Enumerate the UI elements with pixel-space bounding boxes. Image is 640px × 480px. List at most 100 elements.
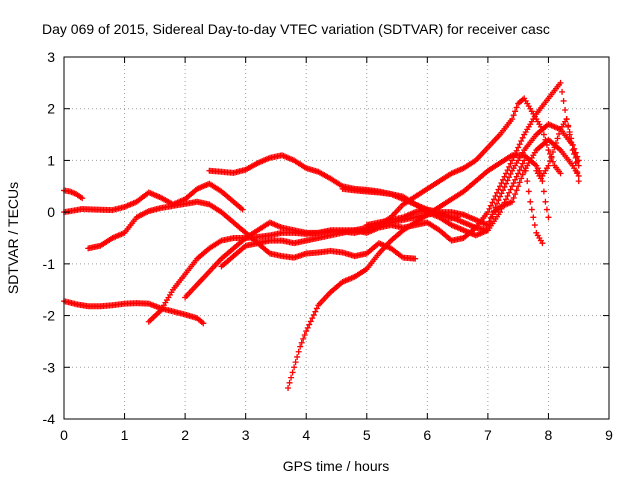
data-point <box>288 374 295 381</box>
data-point <box>291 364 298 371</box>
data-point <box>569 141 576 148</box>
series-track-03 <box>61 298 207 327</box>
data-point <box>513 173 520 180</box>
data-point <box>510 180 517 187</box>
data-point <box>540 188 547 195</box>
data-point <box>497 209 503 216</box>
data-point <box>513 187 520 194</box>
x-tick-label: 4 <box>302 427 310 443</box>
data-point <box>571 145 578 152</box>
data-point <box>574 153 581 160</box>
data-point <box>519 171 526 178</box>
data-point <box>530 214 537 221</box>
data-point <box>515 183 522 190</box>
data-point <box>309 315 316 322</box>
data-point <box>556 130 563 137</box>
data-point <box>575 162 582 169</box>
data-point <box>575 157 582 164</box>
data-point <box>548 153 555 160</box>
data-point <box>519 160 526 167</box>
data-point <box>546 158 553 165</box>
data-point <box>301 331 308 338</box>
data-point <box>307 318 314 325</box>
data-point <box>484 227 491 234</box>
x-tick-label: 3 <box>242 427 250 443</box>
chart-title: Day 069 of 2015, Sidereal Day-to-day VTE… <box>42 21 550 37</box>
data-point <box>568 135 575 142</box>
data-point <box>286 379 293 386</box>
data-point <box>540 131 547 138</box>
data-point <box>524 178 531 185</box>
data-point <box>554 135 561 142</box>
data-point <box>509 116 516 123</box>
x-tick-label: 5 <box>363 427 371 443</box>
data-point <box>566 128 573 135</box>
data-point <box>484 209 491 216</box>
data-point <box>549 149 556 156</box>
data-point <box>512 108 519 115</box>
data-point <box>507 160 514 167</box>
data-point <box>310 311 317 318</box>
data-point <box>495 197 502 204</box>
x-tick-label: 7 <box>484 427 492 443</box>
data-point <box>545 162 552 169</box>
data-point <box>531 222 538 229</box>
data-point <box>539 240 546 247</box>
data-point <box>487 202 494 209</box>
data-point <box>498 190 505 197</box>
data-point <box>497 193 503 200</box>
y-tick-label: 0 <box>47 204 55 220</box>
data-point <box>509 198 516 205</box>
data-point <box>507 186 514 193</box>
x-tick-label: 6 <box>423 427 431 443</box>
data-point <box>539 178 546 185</box>
data-point <box>79 195 86 202</box>
data-point <box>518 175 525 182</box>
data-point <box>565 122 572 129</box>
data-point <box>560 97 567 104</box>
data-point <box>303 328 310 335</box>
data-point <box>506 163 513 170</box>
data-point <box>510 112 517 119</box>
data-point <box>507 171 514 178</box>
grid <box>64 57 609 419</box>
data-point <box>528 206 535 213</box>
data-point <box>515 144 522 151</box>
x-tick-label: 9 <box>605 427 613 443</box>
data-point <box>525 188 532 195</box>
data-point <box>313 305 320 312</box>
series-track-11 <box>363 136 582 234</box>
y-tick-label: -3 <box>43 359 56 375</box>
data-point <box>515 170 522 177</box>
data-point <box>306 321 313 328</box>
data-point <box>557 170 564 177</box>
y-tick-label: 1 <box>47 152 55 168</box>
data-point <box>527 198 534 205</box>
x-tick-label: 2 <box>181 427 189 443</box>
data-point <box>200 320 207 327</box>
data-point <box>516 141 523 148</box>
data-point <box>294 353 301 360</box>
data-point <box>304 324 311 331</box>
data-point <box>512 191 519 198</box>
tick-labels: 0 1 2 3 4 5 6 7 8 9 -4 -3 -2 -1 0 1 2 3 <box>43 49 614 443</box>
data-point <box>521 157 528 164</box>
data-point <box>516 179 523 186</box>
data-point <box>509 183 516 190</box>
data-point <box>504 192 511 199</box>
data-point <box>519 134 526 141</box>
data-point <box>285 384 292 391</box>
y-tick-label: 2 <box>47 101 55 117</box>
data-point <box>503 180 510 187</box>
series-track-04 <box>85 198 419 262</box>
data-point <box>412 255 419 262</box>
data-point <box>506 189 513 196</box>
data-point <box>300 335 307 342</box>
data-point <box>575 172 582 179</box>
data-point <box>571 150 578 157</box>
data-point <box>489 213 496 220</box>
data-point <box>545 147 552 154</box>
data-point <box>512 176 519 183</box>
data-point <box>504 177 511 184</box>
